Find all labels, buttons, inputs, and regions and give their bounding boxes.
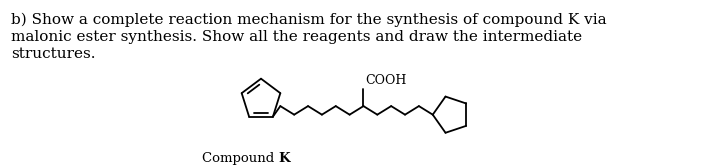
Text: Compound: Compound — [202, 152, 278, 165]
Text: K: K — [278, 152, 290, 165]
Text: COOH: COOH — [365, 74, 407, 87]
Text: b) Show a complete reaction mechanism for the synthesis of compound K via: b) Show a complete reaction mechanism fo… — [11, 13, 606, 27]
Text: structures.: structures. — [11, 47, 95, 61]
Text: malonic ester synthesis. Show all the reagents and draw the intermediate: malonic ester synthesis. Show all the re… — [11, 30, 582, 44]
